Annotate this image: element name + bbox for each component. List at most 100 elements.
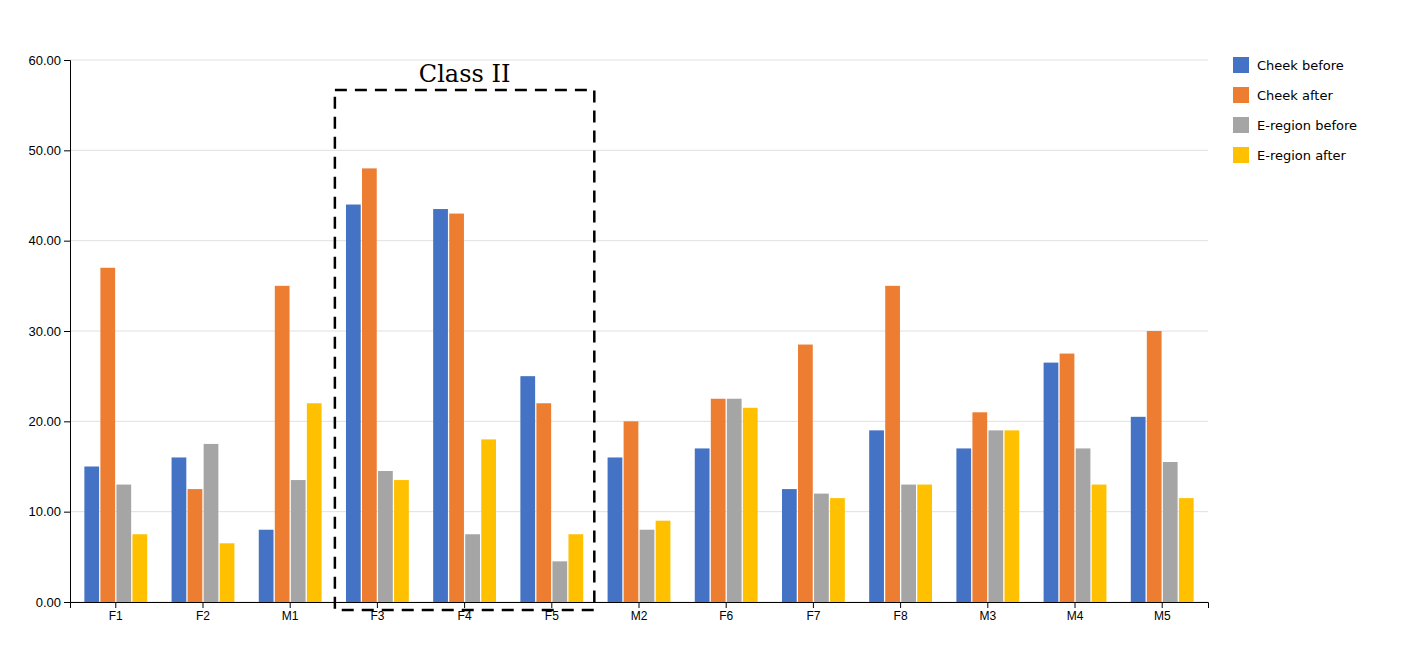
x-tick-mark [202,602,203,608]
bar [988,430,1003,602]
bar [885,286,900,602]
annotation: Class II [335,60,594,610]
x-tick-mark [290,602,291,608]
bar [814,494,829,602]
bar [362,168,377,602]
x-tick: F5 [545,602,559,623]
legend-label: E-region before [1257,118,1357,133]
bar [727,399,742,602]
x-axis-line [71,603,1209,609]
x-tick-label: F8 [894,609,908,623]
legend-swatch [1233,57,1249,73]
x-tick-mark [726,602,727,608]
x-tick: F7 [806,602,820,623]
x-tick-label: M1 [282,609,299,623]
bar-series [84,205,1145,602]
bar [132,534,147,602]
x-tick-mark [551,602,552,608]
annotation-text: Class II [419,60,511,88]
y-axis: 0.0010.0020.0030.0040.0050.0060.00 [28,53,70,610]
y-tick-mark [64,421,70,422]
bar [972,412,987,602]
bar [220,543,235,602]
bar [481,439,496,602]
legend-swatch [1233,147,1249,163]
bar-series [100,168,1161,602]
bar [552,561,567,602]
legend: Cheek before Cheek after E-region before E-… [1233,57,1357,163]
x-tick: F2 [196,602,210,623]
bar [917,485,932,602]
legend-item: E-region after [1233,147,1347,163]
bar [1147,331,1162,602]
bar [956,448,971,602]
legend-label: Cheek before [1257,58,1344,73]
x-tick-mark [1162,602,1163,608]
legend-item: Cheek after [1233,87,1333,103]
x-tick-label: F6 [719,609,733,623]
bar [84,467,99,603]
y-axis-line [64,61,71,603]
grid [70,60,1208,602]
annotation-box [335,90,594,610]
bar [608,457,623,602]
bar [378,471,393,602]
legend-item: E-region before [1233,117,1357,133]
bar [100,268,115,602]
grid-line [70,60,1208,61]
bar [188,489,203,602]
grid-line [70,331,1208,332]
x-tick-label: M5 [1154,609,1171,623]
chart: 0.0010.0020.0030.0040.0050.0060.00F1F2M1… [0,0,1418,647]
bar [869,430,884,602]
bar [1131,417,1146,602]
x-tick-mark [1075,602,1076,608]
grid-line [70,511,1208,512]
legend-label: Cheek after [1257,88,1333,103]
bar [433,209,448,602]
y-tick-label: 10.00 [28,504,61,519]
bar [695,448,710,602]
bar [520,376,535,602]
bar [536,403,551,602]
y-tick-mark [64,60,70,61]
x-axis: F1F2M1F3F4F5M2F6F7F8M3M4M5 [71,602,1209,623]
x-tick-label: F7 [806,609,820,623]
y-tick-label: 40.00 [28,233,61,248]
x-tick-label: F1 [109,609,123,623]
x-tick: M3 [979,602,996,623]
bar [204,444,219,602]
bar [656,521,671,602]
bar [449,214,464,602]
bar [901,485,916,602]
x-tick: M2 [631,602,648,623]
x-tick-mark [987,602,988,608]
x-tick-mark [377,602,378,608]
x-tick-mark [813,602,814,608]
bar [1163,462,1178,602]
bar [291,480,306,602]
x-tick-label: M3 [979,609,996,623]
y-tick: 60.00 [28,53,70,68]
y-tick-label: 20.00 [28,414,61,429]
legend-swatch [1233,117,1249,133]
bar [624,421,639,602]
y-tick: 50.00 [28,143,70,158]
plot: 0.0010.0020.0030.0040.0050.0060.00F1F2M1… [28,53,1208,623]
legend-swatch [1233,87,1249,103]
bar [275,286,290,602]
x-tick-mark [900,602,901,608]
bar [782,489,797,602]
bar-series [116,399,1177,602]
x-tick-label: F2 [196,609,210,623]
x-tick-mark [639,602,640,608]
x-tick: F3 [370,602,384,623]
x-tick: M1 [282,602,299,623]
x-tick: M5 [1154,602,1171,623]
y-tick-label: 30.00 [28,324,61,339]
y-tick-mark [64,150,70,151]
bar [640,530,655,602]
x-tick-label: M4 [1067,609,1084,623]
x-tick-mark [115,602,116,608]
bar [307,403,322,602]
